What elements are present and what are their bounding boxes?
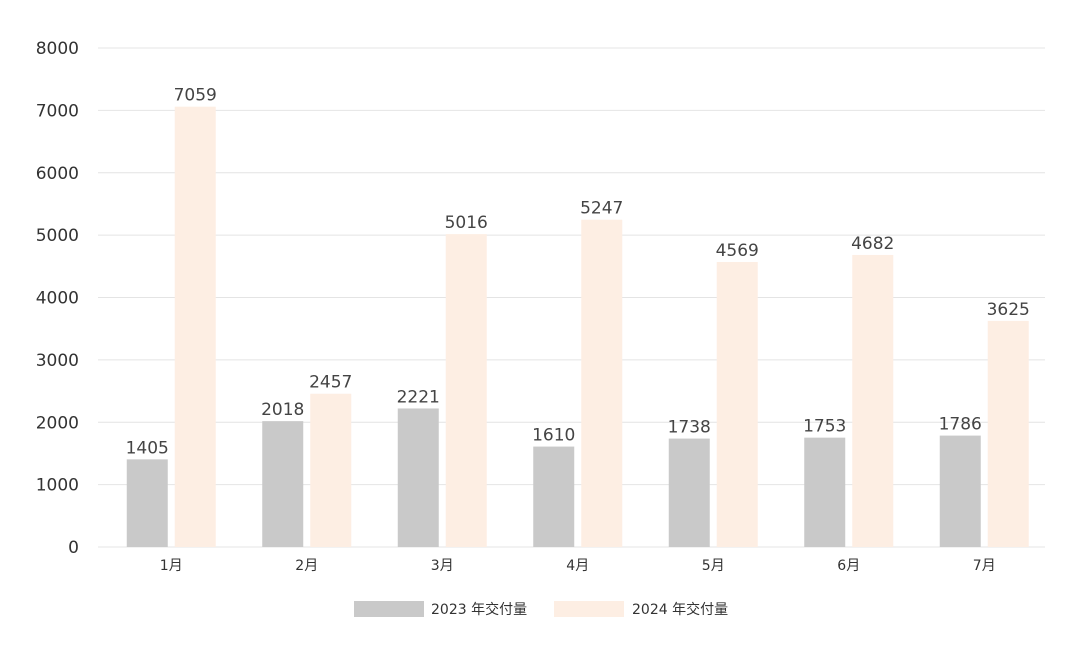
bar-series-2-1 — [174, 106, 216, 547]
bar-series-1-2 — [262, 421, 304, 547]
x-category-label: 5月 — [702, 558, 725, 574]
data-label: 2018 — [261, 400, 304, 420]
bar-series-1-7 — [939, 435, 981, 547]
bar-series-1-4 — [533, 446, 575, 547]
bar-series-2-7 — [987, 320, 1029, 547]
bar-series-1-1 — [126, 459, 168, 547]
bar-series-1-5 — [668, 438, 710, 547]
x-category-label: 4月 — [566, 558, 589, 574]
x-category-label: 1月 — [160, 558, 183, 574]
data-label: 4682 — [851, 234, 894, 254]
data-label: 2457 — [309, 373, 352, 393]
y-axis-tick-labels: 0 1000 2000 3000 4000 5000 6000 7000 8000 — [36, 39, 79, 558]
y-tick-label: 7000 — [36, 101, 79, 121]
y-tick-label: 6000 — [36, 164, 79, 184]
data-label: 4569 — [716, 241, 759, 261]
y-tick-label: 1000 — [36, 476, 79, 496]
bar-series-2-3 — [445, 234, 487, 547]
y-tick-label: 5000 — [36, 226, 79, 246]
data-label: 3625 — [987, 300, 1030, 320]
data-label: 1753 — [803, 417, 846, 437]
bar-series-2-6 — [852, 254, 894, 547]
data-label: 5247 — [580, 199, 623, 219]
bar-series-2-5 — [716, 262, 758, 547]
bar-series-1-6 — [804, 437, 846, 547]
data-label: 5016 — [445, 213, 488, 233]
data-label: 1405 — [126, 438, 169, 458]
bar-series-1-3 — [397, 408, 439, 547]
legend: 2023 年交付量 2024 年交付量 — [354, 601, 728, 618]
y-tick-label: 2000 — [36, 413, 79, 433]
data-label: 1786 — [939, 415, 982, 435]
y-tick-label: 8000 — [36, 39, 79, 59]
x-category-label: 3月 — [431, 558, 454, 574]
data-label: 1610 — [532, 426, 575, 446]
bar-series-2-4 — [581, 219, 623, 547]
x-category-label: 2月 — [295, 558, 318, 574]
y-tick-label: 3000 — [36, 351, 79, 371]
legend-label-1: 2023 年交付量 — [431, 601, 527, 618]
data-label: 2221 — [397, 387, 440, 407]
legend-swatch-2 — [554, 601, 624, 617]
legend-label-2: 2024 年交付量 — [632, 601, 728, 618]
data-label: 1738 — [668, 418, 711, 438]
y-tick-label: 0 — [68, 538, 79, 558]
gridlines — [98, 47, 1045, 548]
x-category-label: 7月 — [973, 558, 996, 574]
x-category-label: 6月 — [837, 558, 860, 574]
x-axis-category-labels: 1月 2月 3月 4月 5月 6月 7月 — [160, 558, 996, 574]
data-label: 7059 — [174, 86, 217, 106]
legend-swatch-1 — [354, 601, 424, 617]
y-tick-label: 4000 — [36, 289, 79, 309]
bars — [126, 106, 1029, 547]
bar-series-2-2 — [310, 393, 352, 547]
